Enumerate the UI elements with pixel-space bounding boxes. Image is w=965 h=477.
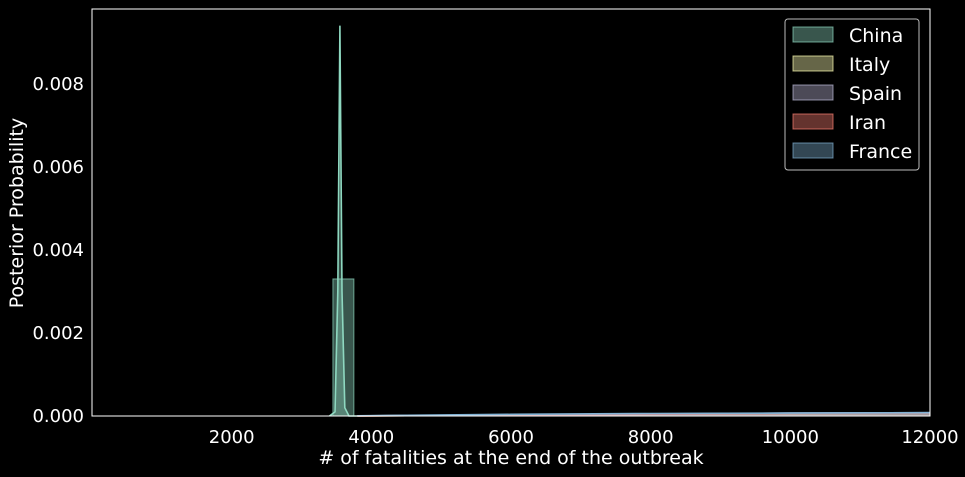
- china-density-line: [328, 25, 358, 417]
- legend-swatch-france: [792, 142, 834, 159]
- legend-swatch-china: [792, 26, 834, 43]
- legend-label-france: France: [849, 141, 912, 163]
- legend: China Italy Spain Iran France: [784, 18, 920, 171]
- x-axis-label: # of fatalities at the end of the outbre…: [318, 447, 703, 469]
- x-tick-label-12000: 12000: [901, 427, 958, 448]
- legend-swatch-spain: [792, 84, 834, 101]
- y-tick-label-0.004: 0.004: [32, 240, 84, 261]
- legend-label-iran: Iran: [849, 112, 886, 134]
- plot-frame: [91, 8, 931, 417]
- y-axis-ticks: 0.000 0.002 0.004 0.006 0.008: [32, 74, 84, 427]
- y-tick-label-0.000: 0.000: [32, 406, 84, 427]
- legend-label-italy: Italy: [849, 54, 890, 76]
- y-axis-label: Posterior Probability: [6, 118, 28, 308]
- legend-label-china: China: [849, 25, 903, 47]
- legend-frame: [784, 18, 920, 171]
- legend-swatch-italy: [792, 55, 834, 72]
- x-tick-label-2000: 2000: [209, 427, 255, 448]
- x-tick-label-10000: 10000: [762, 427, 819, 448]
- legend-label-spain: Spain: [849, 83, 902, 105]
- x-axis-ticks: 2000 4000 6000 8000 10000 12000: [209, 427, 959, 448]
- x-tick-label-4000: 4000: [348, 427, 394, 448]
- y-tick-label-0.002: 0.002: [32, 323, 84, 344]
- y-tick-label-0.008: 0.008: [32, 74, 84, 95]
- x-tick-label-8000: 8000: [628, 427, 674, 448]
- x-tick-label-6000: 6000: [488, 427, 534, 448]
- y-tick-label-0.006: 0.006: [32, 157, 84, 178]
- france-density-line: [357, 411, 931, 417]
- legend-swatch-iran: [792, 113, 834, 130]
